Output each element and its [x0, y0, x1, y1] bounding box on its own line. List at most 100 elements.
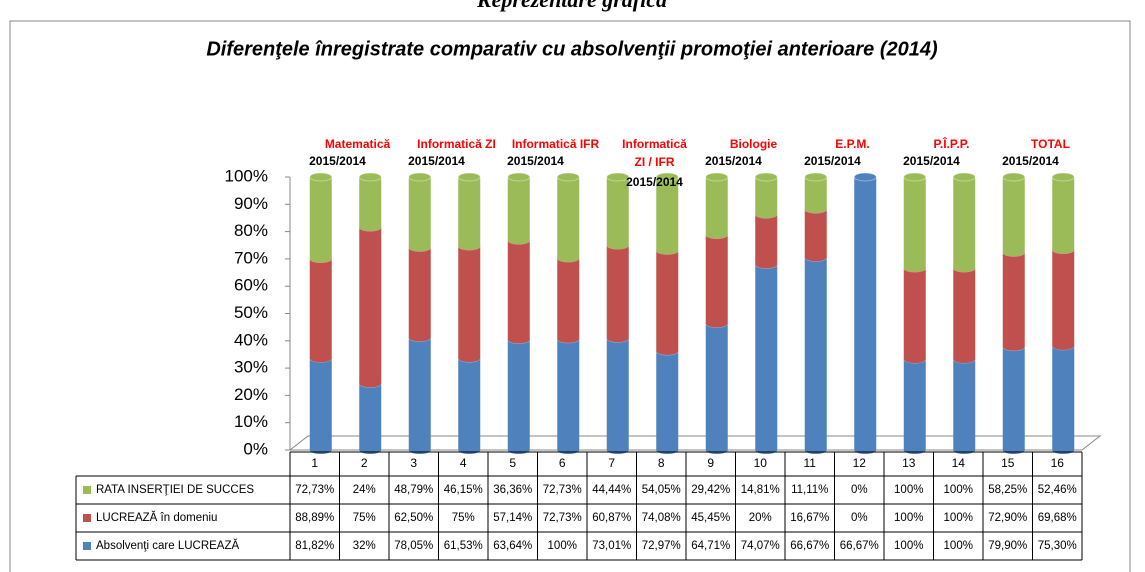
group-label: Informatică [622, 137, 687, 151]
cylinder-top [1002, 172, 1026, 182]
table-value: 14,81% [741, 484, 780, 496]
bar-segment [952, 263, 976, 363]
cylinder-top [853, 172, 877, 182]
cylinder-body [458, 245, 481, 363]
y-tick-label: 90% [234, 194, 268, 213]
bar-segment [556, 253, 580, 343]
table-value: 75,30% [1038, 540, 1077, 552]
cylinder-body [953, 268, 976, 363]
legend-label: RATA INSERŢIEI DE SUCCES [96, 484, 254, 496]
chart-title: Diferenţele înregistrate comparativ cu a… [206, 38, 938, 60]
table-value: 75% [353, 512, 376, 524]
x-tick-label: 3 [410, 456, 417, 470]
bar-segment [1051, 245, 1075, 350]
cylinder-body [359, 177, 382, 232]
cylinder-body [557, 177, 580, 262]
bar-segment [804, 204, 828, 262]
cylinder-body [656, 250, 679, 355]
cylinder-top [1051, 172, 1075, 182]
bar-segment [754, 172, 778, 219]
bar-segment [358, 172, 382, 232]
cylinder-body [309, 177, 332, 263]
table-value: 48,79% [394, 484, 433, 496]
bar-segment [408, 242, 432, 342]
table-value: 79,90% [988, 540, 1027, 552]
table-value: 58,25% [988, 484, 1027, 496]
cylinder-top [507, 172, 531, 182]
cylinder-body [705, 234, 728, 328]
cylinder-top [556, 172, 580, 182]
cylinder-body [359, 227, 382, 388]
x-tick-label: 15 [1001, 456, 1015, 470]
bar-segment [556, 334, 580, 454]
cylinder-body [755, 214, 778, 269]
bar-segment [952, 354, 976, 454]
table-value: 100% [944, 484, 973, 496]
table-value: 72,90% [988, 512, 1027, 524]
table-value: 100% [548, 540, 577, 552]
y-tick-label: 20% [234, 385, 268, 404]
cylinder-body [606, 245, 629, 343]
bar-segment [507, 235, 531, 344]
y-tick-label: 80% [234, 221, 268, 240]
cylinder-body [755, 177, 778, 219]
table-value: 61,53% [444, 540, 483, 552]
x-tick-label: 2 [361, 456, 368, 470]
bar-segment [655, 346, 679, 454]
table-value: 11,11% [791, 484, 828, 496]
table-value: 100% [944, 512, 973, 524]
legend-label: Absolvenţi care LUCREAZĂ [96, 539, 239, 552]
cylinder-body [309, 258, 332, 363]
cylinder-top [358, 172, 382, 182]
cylinder-body [1002, 346, 1025, 454]
bar-segment [952, 172, 976, 272]
bar-segment [705, 230, 729, 328]
bar-segment [903, 354, 927, 454]
x-tick-label: 9 [707, 456, 714, 470]
legend-label: LUCREAZĂ în domeniu [96, 511, 217, 524]
table-value: 0% [851, 484, 868, 496]
group-label: Biologie [730, 137, 778, 151]
bar-segment [606, 240, 630, 343]
bar-segment [358, 222, 382, 388]
y-tick-label: 0% [243, 439, 268, 458]
table-value: 64,71% [691, 540, 730, 552]
bar-segment [309, 353, 333, 454]
group-sub-label: 2015/2014 [705, 154, 762, 168]
cylinder-body [903, 268, 926, 363]
bar-segment [358, 378, 382, 454]
table-value: 72,73% [543, 512, 582, 524]
table-value: 62,50% [394, 512, 433, 524]
cylinder-body [854, 177, 877, 454]
table-value: 81,82% [295, 540, 334, 552]
cylinder-body [656, 350, 679, 454]
cylinder-top [408, 172, 432, 182]
cylinder-body [507, 339, 530, 454]
cylinder-top [655, 172, 679, 182]
group-label: ZI / IFR [635, 155, 675, 169]
cylinder-body [507, 177, 530, 245]
bar-segment [903, 172, 927, 272]
x-tick-label: 6 [559, 456, 566, 470]
cylinder-body [1002, 252, 1025, 351]
cylinder-body [705, 177, 728, 239]
bar-segment [507, 334, 531, 454]
bar-segment [754, 259, 778, 454]
cylinder-body [458, 177, 481, 250]
x-tick-label: 13 [902, 456, 916, 470]
y-tick-label: 50% [234, 303, 268, 322]
cylinder-top [804, 172, 828, 182]
group-sub-label: 2015/2014 [507, 154, 564, 168]
table-value: 66,67% [840, 540, 879, 552]
bar-segment [408, 332, 432, 454]
y-tick-label: 70% [234, 248, 268, 267]
cylinder-top [606, 172, 630, 182]
legend-swatch [83, 486, 91, 494]
cylinder-body [1052, 177, 1075, 254]
cylinder-top [903, 172, 927, 182]
bar-segment [606, 172, 630, 250]
cylinder-body [953, 359, 976, 454]
x-tick-label: 7 [608, 456, 615, 470]
cylinder-body [309, 358, 332, 454]
